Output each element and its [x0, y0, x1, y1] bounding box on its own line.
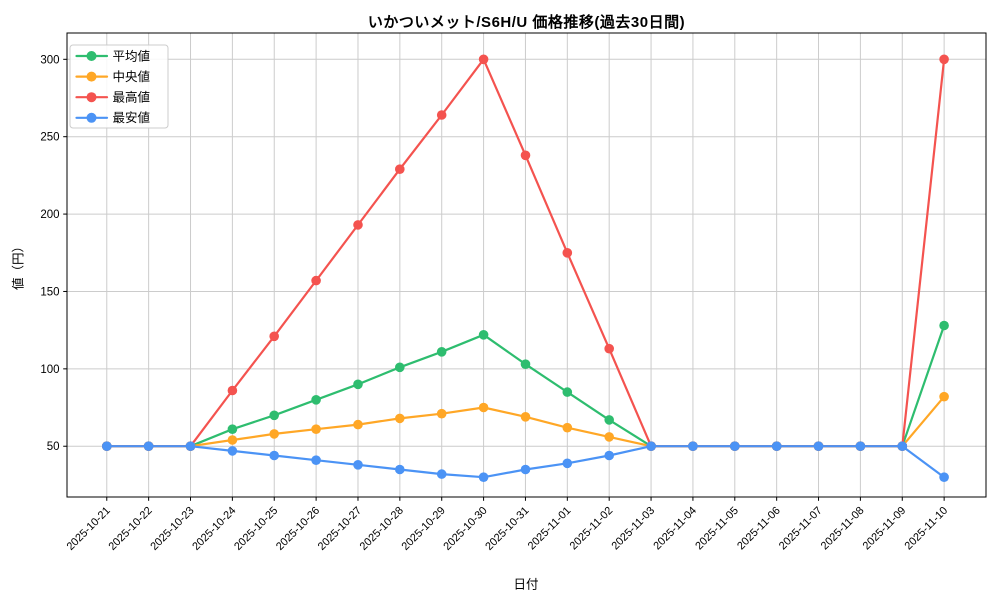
- legend-marker-max: [86, 92, 97, 103]
- x-tick-label: 2025-11-07: [777, 505, 825, 553]
- data-point-min: [646, 441, 656, 452]
- data-point-median: [227, 435, 238, 445]
- data-point-min: [897, 441, 908, 452]
- y-tick-label: 200: [40, 209, 59, 221]
- y-tick-label: 250: [40, 132, 59, 144]
- data-point-median: [520, 412, 531, 422]
- x-tick-label: 2025-10-21: [65, 505, 113, 553]
- legend-marker-median: [86, 71, 97, 82]
- x-tick-label: 2025-10-25: [232, 505, 280, 553]
- data-point-average: [311, 395, 321, 405]
- x-tick-label: 2025-10-29: [400, 505, 448, 553]
- data-point-min: [813, 441, 824, 452]
- y-tick-label: 150: [40, 286, 59, 298]
- data-point-median: [269, 429, 280, 439]
- legend-marker-average: [86, 51, 97, 61]
- data-point-average: [520, 359, 531, 370]
- data-point-median: [353, 419, 363, 430]
- x-tick-label: 2025-10-26: [274, 505, 322, 553]
- data-point-max: [604, 343, 614, 354]
- data-point-average: [227, 424, 238, 435]
- x-tick-label: 2025-11-02: [568, 505, 616, 553]
- data-point-min: [353, 460, 363, 470]
- chart-title: いかついメット/S6H/U 価格推移(過去30日間): [367, 14, 686, 31]
- data-point-average: [436, 347, 447, 357]
- x-tick-label: 2025-10-24: [190, 505, 238, 553]
- legend-box: [69, 44, 169, 129]
- y-tick-label: 300: [40, 54, 59, 66]
- data-point-max: [520, 150, 531, 161]
- data-point-average: [478, 330, 489, 340]
- data-point-min: [185, 441, 196, 452]
- x-tick-label: 2025-11-09: [861, 505, 909, 553]
- y-tick-label: 100: [40, 364, 59, 376]
- data-point-median: [311, 424, 321, 435]
- data-point-min: [143, 441, 154, 452]
- data-point-min: [604, 450, 614, 461]
- legend-label-average: 平均値: [113, 48, 151, 63]
- data-point-min: [771, 441, 782, 452]
- data-point-max: [269, 331, 280, 342]
- data-point-median: [478, 402, 489, 413]
- data-point-max: [939, 54, 949, 65]
- data-point-min: [562, 458, 573, 469]
- data-point-min: [939, 472, 949, 483]
- data-point-max: [227, 385, 238, 396]
- data-point-min: [855, 441, 866, 452]
- plot-border: [66, 32, 987, 498]
- x-tick-label: 2025-11-05: [693, 505, 741, 553]
- data-point-average: [353, 379, 363, 390]
- x-tick-label: 2025-10-23: [148, 505, 196, 553]
- data-point-average: [395, 362, 405, 373]
- data-point-min: [269, 450, 280, 461]
- x-tick-label: 2025-11-03: [609, 505, 657, 553]
- data-point-max: [353, 220, 363, 230]
- x-tick-label: 2025-11-04: [651, 505, 699, 553]
- data-point-median: [604, 432, 614, 442]
- data-point-max: [395, 164, 405, 174]
- data-point-average: [604, 415, 614, 425]
- data-point-min: [478, 472, 489, 483]
- x-tick-label: 2025-10-30: [441, 505, 489, 553]
- data-point-median: [562, 422, 573, 433]
- x-tick-label: 2025-11-10: [903, 505, 951, 553]
- data-point-median: [436, 408, 447, 419]
- legend-label-min: 最安値: [113, 110, 151, 125]
- data-point-median: [395, 413, 405, 424]
- data-point-min: [730, 441, 740, 452]
- data-point-min: [311, 455, 321, 466]
- data-point-median: [939, 391, 949, 402]
- legend-label-median: 中央値: [113, 69, 151, 84]
- data-point-max: [478, 54, 489, 65]
- x-axis-label: 日付: [513, 577, 539, 592]
- x-tick-label: 2025-11-08: [819, 505, 867, 553]
- data-point-min: [688, 441, 698, 452]
- data-point-average: [269, 410, 280, 421]
- data-point-min: [395, 464, 405, 475]
- data-point-max: [311, 275, 321, 286]
- x-tick-label: 2025-10-22: [106, 505, 154, 553]
- x-tick-label: 2025-10-27: [316, 505, 364, 553]
- data-point-min: [227, 446, 238, 456]
- legend-marker-min: [86, 112, 97, 123]
- data-point-max: [436, 110, 447, 120]
- data-point-min: [436, 469, 447, 479]
- data-point-max: [562, 248, 573, 258]
- x-tick-label: 2025-11-06: [735, 505, 783, 553]
- x-tick-label: 2025-10-28: [358, 505, 406, 553]
- x-tick-label: 2025-11-01: [526, 505, 574, 553]
- data-point-min: [520, 464, 531, 475]
- data-point-min: [102, 441, 112, 452]
- data-point-average: [939, 320, 949, 331]
- x-tick-label: 2025-10-31: [483, 505, 531, 553]
- y-tick-label: 50: [47, 441, 60, 453]
- y-axis-label: 値（円）: [11, 239, 26, 291]
- legend-label-max: 最高値: [113, 90, 151, 105]
- data-point-average: [562, 387, 573, 397]
